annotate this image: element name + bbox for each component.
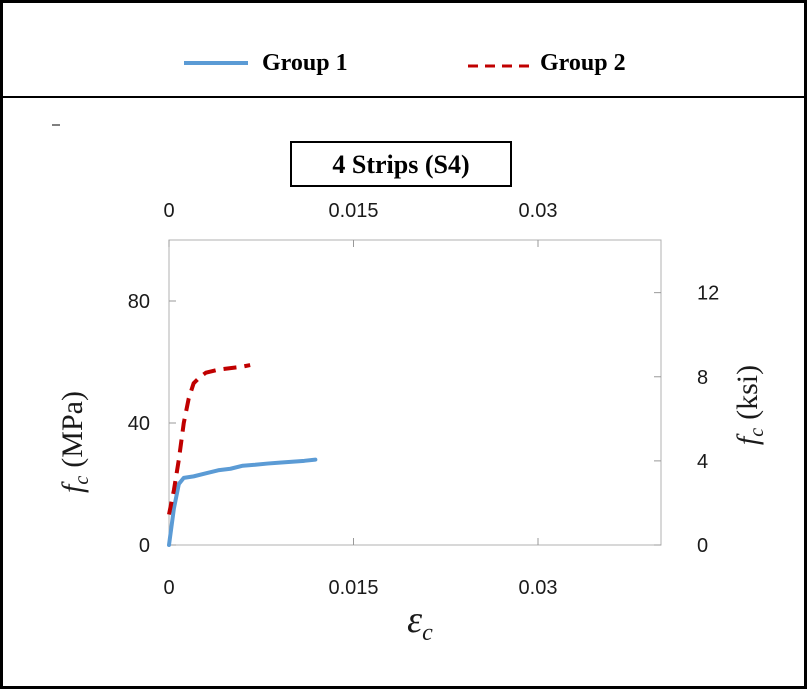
x-axis-label-symbol: ε <box>407 599 422 641</box>
x-axis-label: εc <box>407 599 433 646</box>
x-tick-label-bottom: 0.015 <box>328 577 378 599</box>
svg-text:fc(ksi): fc(ksi) <box>731 365 768 445</box>
x-axis-label-sub: c <box>422 620 433 646</box>
y-right-label-unit: (ksi) <box>731 365 764 420</box>
y-right-label: fc(ksi) <box>731 365 768 445</box>
y-left-label-sub: c <box>71 476 93 485</box>
y-left-tick-label: 80 <box>128 291 150 313</box>
y-left-label-unit: (MPa) <box>56 391 89 468</box>
svg-text:fc(MPa): fc(MPa) <box>56 391 93 493</box>
x-tick-label-top: 0.015 <box>328 200 378 222</box>
legend-label-group-2: Group 2 <box>540 50 626 76</box>
y-right-tick-label: 0 <box>697 535 708 557</box>
y-right-tick-label: 4 <box>697 451 708 473</box>
x-tick-label-top: 0.03 <box>519 200 558 222</box>
plot-area <box>168 239 662 546</box>
y-left-label: fc(MPa) <box>56 391 93 493</box>
title-box <box>290 141 512 187</box>
series-line-group-2 <box>167 363 251 515</box>
x-tick-label-bottom: 0.03 <box>519 577 558 599</box>
x-tick-label-bottom: 0 <box>163 577 174 599</box>
y-right-tick-label: 12 <box>697 283 719 305</box>
y-left-tick-label: 40 <box>128 413 150 435</box>
legend-label-group-1: Group 1 <box>262 50 348 76</box>
y-left-tick-label: 0 <box>139 535 150 557</box>
y-right-label-sub: c <box>746 428 768 437</box>
chart-title: 4 Strips (S4) <box>332 150 469 179</box>
series-layer <box>167 363 318 547</box>
y-right-tick-label: 8 <box>697 367 708 389</box>
legend: Group 1 Group 2 <box>184 50 626 76</box>
x-tick-label-top: 0 <box>163 200 174 222</box>
series-line-group-1 <box>167 457 318 547</box>
